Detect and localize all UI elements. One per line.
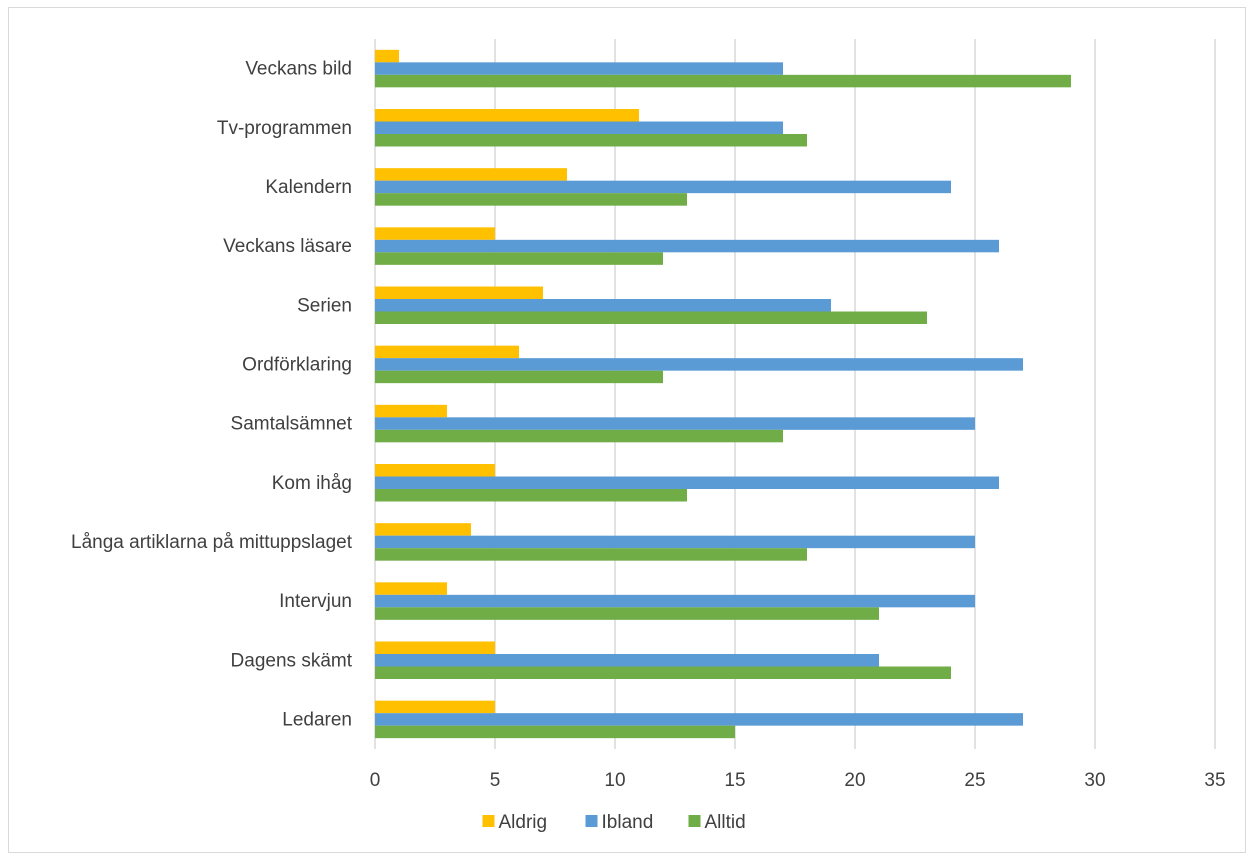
bar-aldrig-veckans-lasare [375,227,495,240]
bar-alltid-tv-programmen [375,134,807,147]
legend-swatch-aldrig [482,815,495,827]
x-tick-label: 0 [370,770,381,791]
bar-alltid-kalendern [375,193,687,206]
category-label-intervjun: Intervjun [279,591,352,612]
bar-ibland-serien [375,299,831,312]
x-tick-label: 15 [724,770,745,791]
bar-ibland-ordforklaring [375,358,1023,371]
bar-aldrig-tv-programmen [375,109,639,122]
x-tick-label: 30 [1084,770,1105,791]
bar-ibland-tv-programmen [375,121,783,134]
gridlines [374,39,1216,749]
bar-ibland-kom-ihag [375,476,999,489]
legend-swatch-alltid [688,815,701,827]
bar-alltid-langa-artiklarna-pa-mittuppslaget [375,548,807,561]
bar-alltid-intervjun [375,607,879,620]
bar-alltid-veckans-bild [375,74,1071,88]
category-label-veckans-lasare: Veckans läsare [223,236,352,257]
bar-aldrig-veckans-bild [375,49,399,63]
bar-alltid-veckans-lasare [375,252,663,265]
bar-ibland-ledaren [375,713,1023,726]
bar-ibland-kalendern [375,180,951,194]
legend-label-alltid: Alltid [705,812,746,833]
bar-ibland-intervjun [375,594,975,608]
bars [375,49,1071,739]
legend-swatch-ibland [585,815,598,827]
bar-aldrig-serien [375,286,543,299]
bar-aldrig-samtalsamnet [375,404,447,418]
x-tick-label: 10 [604,770,625,791]
bar-aldrig-langa-artiklarna-pa-mittuppslaget [375,523,471,536]
bar-alltid-dagens-skamt [375,666,951,679]
category-label-kom-ihag: Kom ihåg [272,473,352,494]
category-label-langa-artiklarna-pa-mittuppslaget: Långa artiklarna på mittuppslaget [71,532,353,553]
x-tick-label: 5 [490,770,501,791]
bar-ibland-dagens-skamt [375,654,879,667]
bar-aldrig-dagens-skamt [375,641,495,654]
category-label-ordforklaring: Ordförklaring [242,354,352,375]
bar-ibland-samtalsamnet [375,417,975,430]
bar-ibland-veckans-lasare [375,239,999,253]
category-label-serien: Serien [297,295,352,316]
bar-chart: Veckans bild Tv-programmen Kalendern Veckan… [71,39,1226,833]
category-label-kalendern: Kalendern [265,177,352,198]
category-label-veckans-bild: Veckans bild [245,59,352,80]
bar-alltid-serien [375,311,927,324]
category-label-tv-programmen: Tv-programmen [217,118,352,139]
legend: Aldrig Ibland Alltid [482,812,746,833]
category-labels: Veckans bild Tv-programmen Kalendern Veckan… [71,59,353,731]
legend-label-aldrig: Aldrig [499,812,548,833]
x-tick-label: 35 [1204,770,1225,791]
x-tick-label: 25 [964,770,985,791]
bar-aldrig-intervjun [375,582,447,595]
category-label-dagens-skamt: Dagens skämt [231,650,353,671]
bar-aldrig-ordforklaring [375,345,519,359]
x-tick-label: 20 [844,770,865,791]
bar-alltid-ledaren [375,725,735,739]
chart-frame: Veckans bild Tv-programmen Kalendern Veckan… [8,7,1246,853]
category-label-ledaren: Ledaren [282,709,352,730]
bar-alltid-kom-ihag [375,489,687,502]
bar-ibland-langa-artiklarna-pa-mittuppslaget [375,535,975,549]
bar-aldrig-kalendern [375,168,567,181]
bar-alltid-samtalsamnet [375,429,783,443]
category-label-samtalsamnet: Samtalsämnet [231,414,353,435]
bar-aldrig-kom-ihag [375,464,495,477]
bar-ibland-veckans-bild [375,62,783,75]
bar-alltid-ordforklaring [375,370,663,384]
bar-aldrig-ledaren [375,700,495,714]
x-tick-labels: 0 5 10 15 20 25 30 35 [370,770,1226,791]
legend-label-ibland: Ibland [602,812,654,833]
